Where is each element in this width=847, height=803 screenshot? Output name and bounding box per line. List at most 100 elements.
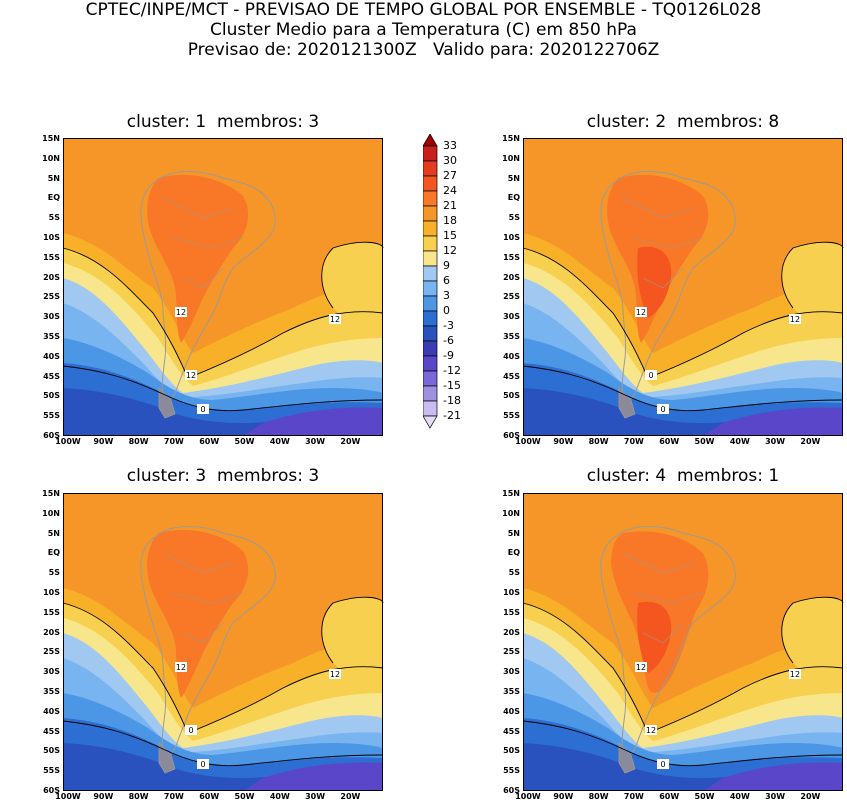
band-minus-12 — [703, 407, 843, 436]
lat-tick-label: 55S — [503, 766, 520, 776]
lon-tick-label: 30W — [305, 437, 326, 446]
contour-label-box — [657, 759, 669, 769]
east-band-12 — [321, 242, 383, 338]
lat-tick-label: 55S — [43, 766, 60, 776]
lat-tick-label: 50S — [43, 391, 60, 401]
map-panel-2: 12 12 0 0 — [522, 138, 844, 436]
map-panel-4: 12 12 12 0 — [522, 493, 844, 791]
lat-tick-label: 10S — [43, 588, 60, 597]
contour-label: 0 — [188, 726, 193, 735]
plot-frame — [63, 138, 383, 436]
colorbar-tick-label: 9 — [443, 259, 450, 272]
lon-tick-label: 50W — [234, 792, 255, 801]
colorbar-segment — [423, 145, 438, 162]
lat-tick-label: 15N — [502, 489, 520, 498]
colorbar-segment — [423, 340, 438, 357]
colorbar-tick-label: 15 — [443, 229, 457, 242]
lat-tick-label: EQ — [47, 193, 60, 203]
contour-label-box — [645, 725, 657, 735]
lat-tick-label: 10S — [503, 233, 520, 242]
colorbar-tick-label: 30 — [443, 154, 457, 167]
contour-label-box — [789, 314, 801, 324]
colorbar-segment — [423, 400, 438, 417]
lat-tick-label: 5S — [508, 213, 520, 223]
lat-tick-label: 35S — [503, 687, 520, 696]
colorbar-tick-label: 24 — [443, 184, 457, 197]
east-band-12 — [781, 597, 843, 693]
colorbar-segment — [423, 175, 438, 192]
lat-tick-label: 15N — [42, 134, 60, 143]
lon-tick-label: 100W — [515, 792, 541, 801]
colorbar-segment — [423, 310, 438, 327]
lat-tick-label: 35S — [43, 332, 60, 341]
lat-tick-label: 50S — [503, 391, 520, 401]
lat-tick-label: 55S — [43, 411, 60, 421]
country-borders — [162, 552, 244, 644]
contour-label: 12 — [186, 371, 196, 380]
lon-tick-label: 30W — [765, 437, 786, 446]
lat-tick-label: 30S — [43, 312, 60, 322]
lon-tick-label: 40W — [729, 792, 750, 801]
contour-label: 12 — [176, 663, 186, 672]
lat-tick-label: 5N — [507, 528, 520, 538]
lon-tick-label: 60W — [199, 437, 220, 446]
tierra-del-fuego — [158, 387, 176, 419]
lat-tick-label: 15S — [43, 252, 60, 262]
contour-label-box — [645, 370, 657, 380]
colorbar-tick-label: 3 — [443, 289, 450, 302]
lat-tick-label: 10N — [42, 153, 60, 163]
lat-tick-label: 60S — [43, 786, 60, 795]
lat-tick-label: 45S — [503, 371, 520, 381]
panel-1-title: cluster: 1 membros: 3 — [126, 112, 320, 132]
lon-tick-label: 40W — [269, 437, 290, 446]
colorbar-tick-label: 12 — [443, 244, 457, 257]
lat-tick-label: 15S — [503, 252, 520, 262]
colorbar-segment — [423, 355, 438, 372]
lat-tick-label: 30S — [503, 667, 520, 677]
tierra-del-fuego — [618, 742, 636, 774]
country-borders — [622, 197, 704, 289]
lon-tick-label: 70W — [623, 792, 644, 801]
lat-tick-label: 25S — [503, 292, 520, 302]
contour-label-box — [657, 404, 669, 414]
colorbar-segment — [423, 295, 438, 312]
lon-tick-label: 50W — [694, 792, 715, 801]
panel-2-title: cluster: 2 membros: 8 — [586, 112, 780, 132]
lon-tick-label: 100W — [515, 437, 541, 446]
lat-tick-label: 35S — [43, 687, 60, 696]
colorbar-tick-label: -3 — [443, 319, 454, 332]
colorbar-segment — [423, 265, 438, 282]
tierra-del-fuego — [158, 742, 176, 774]
lon-tick-label: 70W — [623, 437, 644, 446]
colorbar-segment — [423, 160, 438, 177]
lon-tick-label: 70W — [163, 437, 184, 446]
plot-frame — [523, 493, 843, 791]
lon-tick-label: 60W — [659, 792, 680, 801]
colorbar-segment — [423, 205, 438, 222]
lat-tick-label: 10N — [502, 508, 520, 518]
east-band-12 — [781, 242, 843, 338]
contour-label: 12 — [646, 726, 656, 735]
lat-tick-label: 45S — [503, 726, 520, 736]
lon-tick-label: 80W — [588, 792, 609, 801]
band-24 — [637, 601, 672, 673]
country-borders — [162, 197, 244, 289]
lon-tick-label: 80W — [588, 437, 609, 446]
colorbar-tick-label: -12 — [443, 364, 461, 377]
continent-warm-core — [147, 529, 249, 698]
colorbar-tick-label: 21 — [443, 199, 457, 212]
contour-label: 12 — [330, 315, 340, 324]
lon-tick-label: 50W — [694, 437, 715, 446]
lat-tick-label: 5N — [47, 528, 60, 538]
contour-label: 0 — [648, 371, 653, 380]
plot-frame — [523, 138, 843, 436]
lat-tick-label: 60S — [503, 431, 520, 440]
contour-label-box — [175, 662, 187, 672]
lon-tick-label: 20W — [340, 792, 361, 801]
contour-label-box — [329, 314, 341, 324]
contour-label: 0 — [200, 405, 205, 414]
continent-warm-core — [147, 174, 249, 343]
lat-tick-label: 30S — [43, 667, 60, 677]
colorbar-segment — [423, 280, 438, 297]
lat-tick-label: 5N — [47, 173, 60, 183]
